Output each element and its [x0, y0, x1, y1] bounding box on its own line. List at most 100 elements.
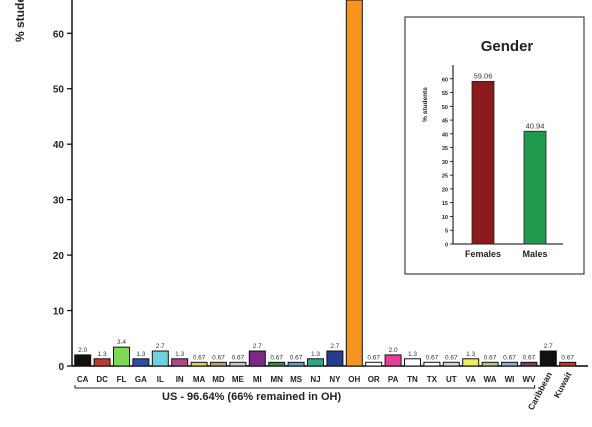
x-tick-label: WV	[522, 375, 536, 384]
bar-caribbean	[539, 350, 557, 367]
x-tick-label: MI	[253, 375, 262, 384]
data-label: 1.3	[175, 351, 184, 358]
data-label: 0.67	[426, 354, 439, 361]
data-label: 0.67	[561, 354, 574, 361]
bar-ga	[132, 358, 150, 367]
x-tick-label: NJ	[310, 375, 320, 384]
y-tick-label: 20	[53, 251, 65, 262]
x-tick-label: WI	[505, 375, 515, 384]
inset-y-tick-label: 55	[442, 91, 448, 97]
inset-y-tick-label: 60	[442, 77, 448, 83]
bar-tn	[404, 358, 421, 367]
x-tick-label: ME	[232, 375, 245, 384]
inset-title: Gender	[481, 38, 534, 55]
y-tick-label: 0	[58, 362, 64, 373]
y-axis-title: % students	[13, 0, 27, 42]
inset-y-tick-label: 45	[442, 119, 448, 125]
inset-y-tick-label: 10	[442, 215, 448, 221]
inset-y-tick-label: 15	[442, 201, 448, 207]
bar-va	[462, 358, 480, 367]
bar-mi	[248, 350, 266, 367]
bar-wi	[501, 361, 518, 367]
inset-frame	[404, 16, 585, 275]
x-tick-label: VA	[465, 375, 476, 384]
inset-y-axis-title: % students	[422, 87, 429, 122]
inset-y-tick-label: 20	[442, 187, 448, 193]
x-tick-label: IN	[176, 375, 184, 384]
bar-md	[210, 361, 227, 367]
x-tick-label: MS	[290, 375, 303, 384]
bar-fl	[113, 346, 130, 367]
data-label: 0.67	[503, 354, 516, 361]
bar-in	[171, 358, 189, 367]
x-tick-label: PA	[388, 375, 399, 384]
inset-x-tick-label: Males	[522, 249, 547, 259]
bar-ut	[442, 361, 460, 367]
inset-data-label: 40.94	[526, 121, 545, 130]
data-label: 0.67	[290, 354, 303, 361]
inset-data-label: 59.06	[474, 71, 493, 80]
bar-kuwait	[559, 361, 577, 367]
data-label: 1.3	[408, 351, 417, 358]
bar-nj	[307, 358, 324, 367]
x-tick-label: MD	[212, 375, 225, 384]
bar-ma	[190, 361, 208, 367]
x-tick-label: UT	[446, 375, 457, 384]
inset-y-tick-label: 30	[442, 160, 448, 166]
data-label: 1.3	[98, 351, 107, 358]
inset-bar-males	[523, 130, 547, 245]
data-label: 0.67	[367, 354, 380, 361]
data-label: 0.67	[523, 354, 536, 361]
x-tick-label: FL	[117, 375, 127, 384]
data-label: 2.0	[78, 347, 87, 354]
x-tick-label: DC	[96, 375, 108, 384]
x-tick-label: TN	[407, 375, 418, 384]
us-group-label: US - 96.64% (66% remained in OH)	[162, 391, 341, 403]
bar-or	[365, 361, 383, 367]
y-tick-label: 10	[53, 307, 65, 318]
data-label: 2.7	[253, 343, 262, 350]
data-label: 3.4	[117, 339, 126, 346]
bar-mn	[268, 361, 286, 367]
inset-y-tick-label: 25	[442, 174, 448, 180]
bar-il	[151, 350, 169, 367]
bar-oh	[345, 0, 363, 367]
x-tick-label: TX	[427, 375, 438, 384]
data-label: 2.0	[389, 347, 398, 354]
inset-y-tick-label: 0	[445, 243, 448, 249]
y-tick-label: 50	[53, 85, 65, 96]
data-label: 0.67	[270, 354, 283, 361]
y-tick-label: 30	[53, 196, 65, 207]
x-tick-label: OH	[348, 375, 360, 384]
bar-wa	[481, 361, 499, 367]
data-label: 0.67	[484, 354, 497, 361]
x-tick-label: WA	[484, 375, 497, 384]
inset-y-tick-label: 5	[445, 229, 448, 235]
bar-ny	[326, 350, 344, 367]
bar-me	[229, 361, 247, 367]
x-tick-label: MA	[193, 375, 206, 384]
data-label: 0.67	[212, 354, 225, 361]
x-tick-label: CA	[77, 375, 89, 384]
data-label: 1.3	[311, 351, 320, 358]
bar-tx	[423, 361, 441, 367]
x-tick-label: IL	[157, 375, 164, 384]
x-tick-label: OR	[368, 375, 380, 384]
x-tick-label: NY	[329, 375, 341, 384]
data-label: 0.67	[232, 354, 245, 361]
x-tick-label: GA	[135, 375, 147, 384]
y-tick-label: 60	[53, 29, 65, 40]
data-label: 2.7	[156, 343, 165, 350]
inset-y-tick-label: 50	[442, 105, 448, 111]
bar-pa	[384, 354, 402, 367]
data-label: 1.3	[136, 351, 145, 358]
inset-x-tick-label: Females	[465, 249, 501, 259]
y-tick-label: 40	[53, 140, 65, 151]
data-label: 0.67	[445, 354, 458, 361]
data-label: 2.7	[330, 343, 339, 350]
inset-bar-females	[471, 80, 495, 245]
data-label: 2.7	[544, 343, 553, 350]
bar-dc	[93, 358, 111, 367]
inset-y-tick-label: 40	[442, 132, 448, 138]
